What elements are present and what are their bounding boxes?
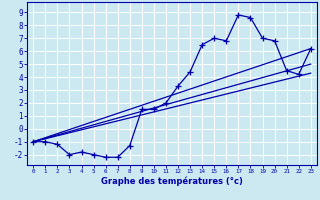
X-axis label: Graphe des températures (°c): Graphe des températures (°c)	[101, 177, 243, 186]
